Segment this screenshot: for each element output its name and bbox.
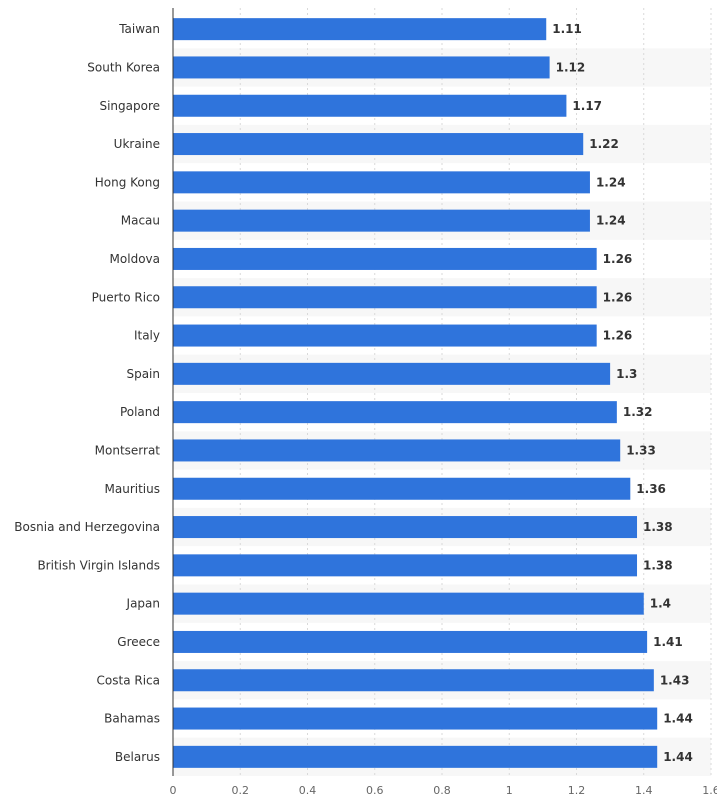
data-label: 1.17 [572, 99, 602, 113]
category-label: British Virgin Islands [37, 558, 160, 572]
category-label: Mauritius [105, 482, 160, 496]
bar [173, 56, 550, 79]
x-tick-label: 1.4 [635, 784, 653, 797]
category-label: Puerto Rico [92, 290, 160, 304]
bar [173, 707, 658, 730]
x-tick-label: 1 [506, 784, 513, 797]
data-label: 1.24 [596, 175, 626, 189]
category-label: Ukraine [114, 137, 160, 151]
bar [173, 630, 648, 653]
data-label: 1.3 [616, 367, 637, 381]
data-label: 1.44 [663, 750, 693, 764]
x-tick-label: 0.4 [299, 784, 317, 797]
bar [173, 554, 638, 577]
category-label: Belarus [115, 750, 160, 764]
bar [173, 133, 584, 156]
bar [173, 171, 590, 194]
data-label: 1.38 [643, 520, 673, 534]
bar [173, 18, 547, 41]
bar [173, 324, 597, 347]
x-tick-label: 0.8 [433, 784, 451, 797]
bar [173, 247, 597, 270]
data-label: 1.43 [660, 673, 690, 687]
bar [173, 362, 611, 385]
category-label: Greece [117, 635, 160, 649]
data-label: 1.36 [636, 482, 666, 496]
data-label: 1.12 [556, 60, 586, 74]
bar [173, 401, 617, 424]
bar [173, 477, 631, 500]
data-label: 1.44 [663, 712, 693, 726]
x-tick-label: 0 [170, 784, 177, 797]
category-label: Costa Rica [97, 673, 160, 687]
bar [173, 439, 621, 462]
data-label: 1.26 [603, 252, 633, 266]
data-label: 1.26 [603, 290, 633, 304]
x-tick-label: 0.6 [366, 784, 384, 797]
data-label: 1.41 [653, 635, 683, 649]
category-label: Montserrat [95, 443, 161, 457]
bar [173, 745, 658, 768]
category-label: Hong Kong [95, 175, 160, 189]
bar [173, 286, 597, 309]
data-label: 1.11 [552, 22, 582, 36]
data-label: 1.4 [650, 597, 671, 611]
category-label: Poland [120, 405, 160, 419]
data-label: 1.33 [626, 443, 656, 457]
category-label: Macau [121, 214, 160, 228]
category-label: Bahamas [104, 712, 160, 726]
category-label: Spain [126, 367, 160, 381]
x-tick-label: 1.6 [702, 784, 717, 797]
category-label: South Korea [87, 60, 160, 74]
category-label: Moldova [110, 252, 160, 266]
x-tick-label: 0.2 [232, 784, 250, 797]
data-label: 1.24 [596, 214, 626, 228]
category-label: Bosnia and Herzegovina [14, 520, 160, 534]
bar [173, 669, 654, 692]
category-label: Taiwan [118, 22, 160, 36]
bar [173, 516, 638, 539]
data-label: 1.32 [623, 405, 653, 419]
category-label: Italy [134, 329, 160, 343]
category-label: Singapore [99, 99, 160, 113]
data-label: 1.26 [603, 329, 633, 343]
category-label: Japan [126, 597, 160, 611]
bar [173, 94, 567, 117]
x-tick-label: 1.2 [568, 784, 586, 797]
data-label: 1.22 [589, 137, 619, 151]
bar [173, 592, 644, 615]
bar [173, 209, 590, 232]
data-label: 1.38 [643, 558, 673, 572]
